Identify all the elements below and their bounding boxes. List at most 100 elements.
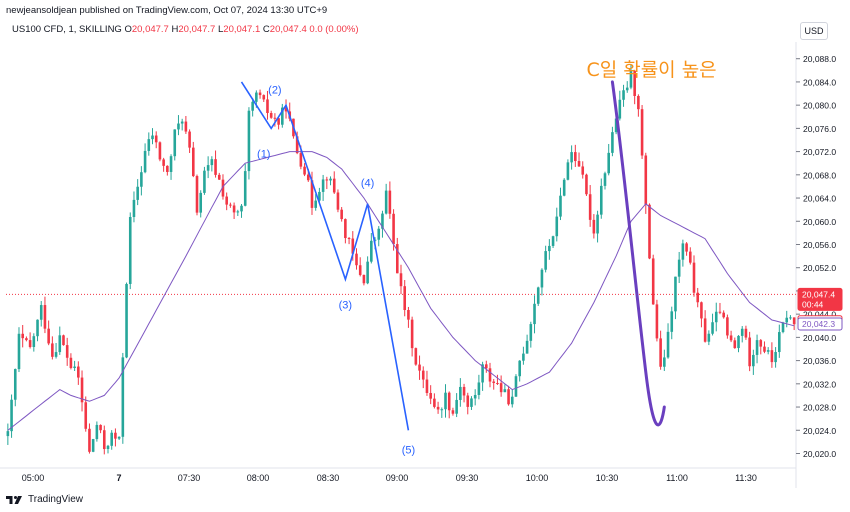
candle-body (659, 338, 662, 367)
y-tick-label: 20,052.0 (803, 263, 836, 273)
candle-body (414, 348, 418, 365)
candle-body (707, 333, 711, 342)
tradingview-brand: TradingView (28, 494, 84, 505)
candle-body (518, 360, 521, 377)
candle-body (574, 152, 577, 162)
x-tick-label: 08:00 (247, 473, 270, 483)
candle-body (455, 399, 458, 414)
candle-body (399, 273, 403, 287)
y-tick-label: 20,060.0 (803, 217, 836, 227)
candle-body (451, 410, 455, 414)
candle-body (188, 131, 191, 148)
candle-body (125, 283, 128, 358)
open-value: 20,047.7 (131, 24, 169, 35)
x-tick-label: 11:30 (735, 473, 757, 483)
candle-body (759, 340, 763, 347)
candle-body (255, 92, 258, 102)
high-value: 20,047.7 (178, 24, 216, 35)
x-tick-label: 10:00 (526, 473, 549, 483)
candle-body (625, 87, 629, 91)
candle-body (225, 196, 228, 205)
candle-body (477, 382, 481, 395)
candle-body (117, 436, 121, 439)
candle-body (199, 192, 203, 213)
candle-body (629, 70, 633, 88)
candle-body (447, 392, 451, 411)
candle-body (603, 173, 607, 186)
candle-body (637, 95, 640, 110)
price-tag: 20,047.400:44 (797, 287, 843, 311)
annotation-text: C일 확률이 높은 (586, 59, 716, 81)
candle-body (655, 304, 659, 339)
low-label: L (217, 24, 224, 35)
candle-body (358, 265, 362, 275)
candle-body (251, 101, 254, 111)
y-tick-label: 20,036.0 (803, 356, 836, 366)
candle-body (737, 335, 740, 349)
candle-body (310, 180, 314, 208)
x-tick-label: 11:00 (666, 473, 688, 483)
candle-body (410, 319, 414, 349)
wave-label: (4) (361, 177, 374, 189)
currency-button[interactable]: USD (800, 22, 828, 40)
candle-body (577, 161, 581, 167)
candle-body (640, 109, 644, 156)
candle-body (544, 251, 547, 270)
candle-body (618, 99, 622, 119)
candle-body (425, 379, 429, 393)
y-tick-label: 20,064.0 (803, 194, 836, 204)
candle-body (473, 394, 477, 399)
elliott-wave-line (240, 81, 410, 431)
candle-body (273, 117, 277, 119)
candle-body (599, 185, 603, 215)
candle-body (17, 333, 21, 370)
candle-body (648, 204, 651, 259)
price-tag-label: 20,047.4 (802, 289, 835, 299)
candle-body (548, 245, 551, 252)
y-tick-label: 20,020.0 (803, 449, 836, 459)
candle-body (740, 328, 744, 336)
candle-body (462, 386, 466, 396)
candle-body (28, 340, 32, 348)
candle-body (95, 424, 99, 440)
price-tag-box (797, 317, 843, 331)
candle-body (128, 216, 132, 284)
candle-body (6, 431, 10, 437)
candle-body (102, 430, 106, 450)
tradingview-logo-icon (6, 495, 22, 504)
candle-body (136, 186, 139, 200)
candle-body (700, 302, 703, 319)
candle-body (47, 328, 50, 344)
candle-body (696, 292, 700, 303)
candle-body (351, 238, 355, 254)
candle-body (670, 311, 674, 332)
candle-body (106, 445, 110, 450)
candle-body (88, 428, 91, 452)
y-tick-label: 20,076.0 (803, 124, 836, 134)
y-tick-label: 20,068.0 (803, 170, 836, 180)
candle-body (80, 377, 84, 403)
candle-body (714, 311, 718, 323)
candle-body (666, 331, 670, 358)
candle-body (633, 70, 636, 96)
candle-body (752, 354, 755, 367)
x-tick-label: 09:30 (456, 473, 479, 483)
candle-body (429, 392, 432, 399)
y-tick-label: 20,040.0 (803, 333, 836, 343)
candle-body (433, 398, 436, 407)
candle-body (110, 432, 114, 446)
candle-body (566, 162, 570, 180)
close-label: C (262, 24, 270, 35)
wave-label: (1) (257, 148, 270, 160)
candle-body (581, 166, 585, 175)
candle-body (340, 209, 343, 220)
candle-body (703, 318, 707, 342)
x-tick-label: 08:30 (317, 473, 340, 483)
candle-body (62, 335, 65, 346)
candle-body (529, 324, 533, 341)
symbol-legend: US100 CFD, 1, SKILLING O20,047.7 H20,047… (12, 24, 359, 35)
candle-body (91, 439, 95, 452)
candle-body (592, 219, 596, 234)
candle-body (32, 336, 36, 348)
